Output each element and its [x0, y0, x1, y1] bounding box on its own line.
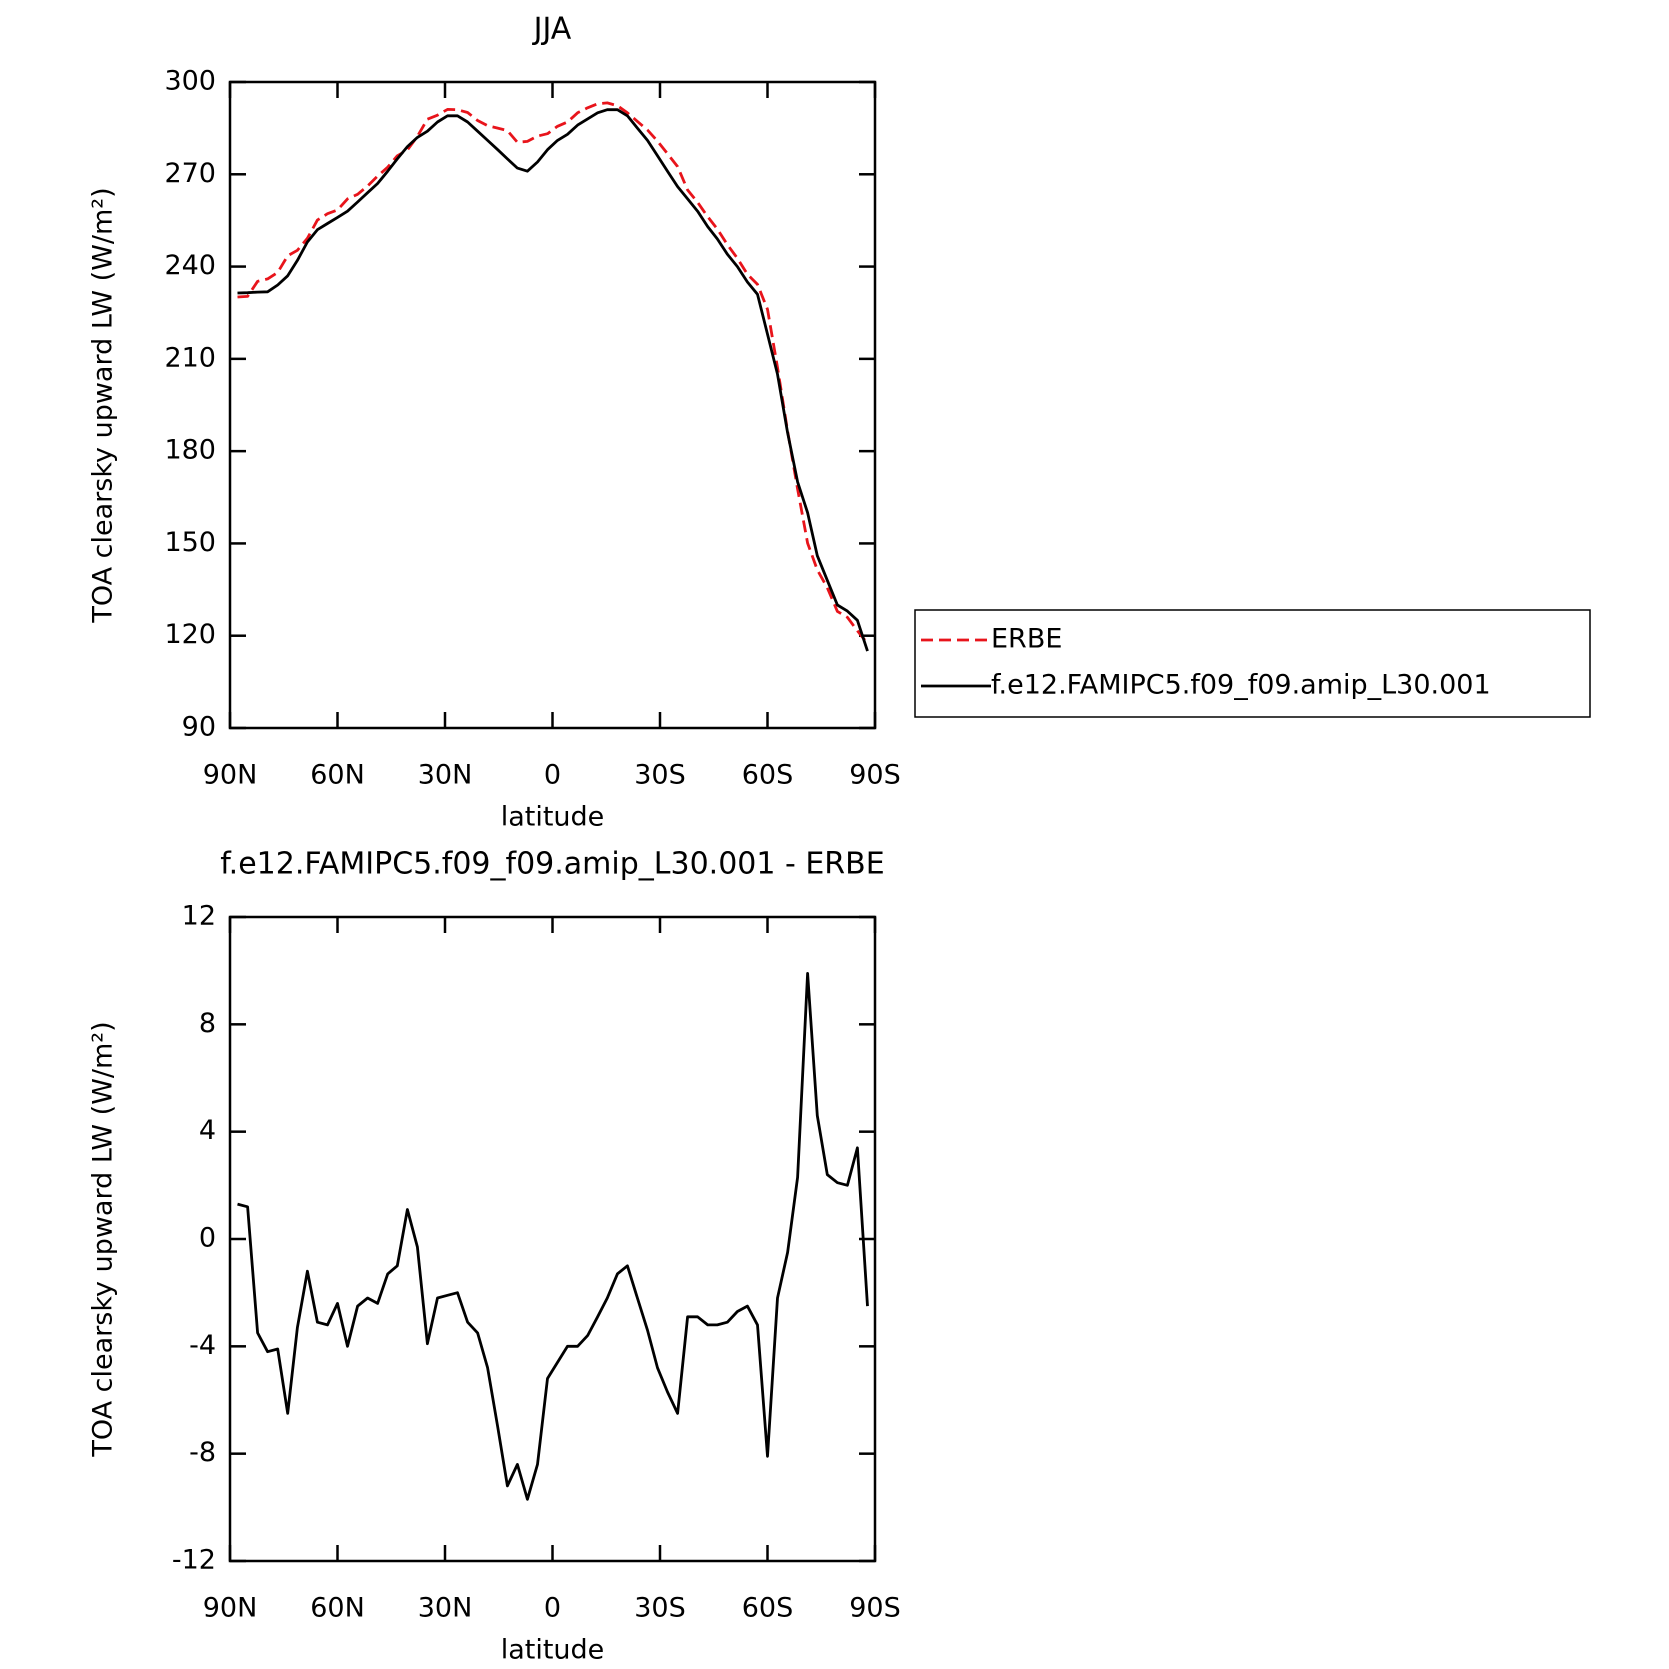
x-tick-label: 0: [544, 1593, 561, 1624]
y-tick-label: 180: [164, 435, 216, 466]
y-axis-label: TOA clearsky upward LW (W/m²): [88, 1021, 119, 1457]
y-tick-label: 4: [199, 1115, 216, 1146]
y-tick-label: -8: [189, 1437, 216, 1468]
y-tick-label: 120: [164, 619, 216, 650]
x-tick-label: 60S: [742, 760, 794, 791]
y-axis-label: TOA clearsky upward LW (W/m²): [88, 187, 119, 623]
y-tick-label: -12: [172, 1545, 216, 1576]
y-tick-label: 300: [164, 66, 216, 97]
y-tick-label: -4: [189, 1330, 216, 1361]
x-tick-label: 30S: [634, 760, 686, 791]
y-tick-label: 270: [164, 158, 216, 189]
x-axis-label: latitude: [501, 802, 605, 833]
y-tick-label: 210: [164, 342, 216, 373]
chart-title: f.e12.FAMIPC5.f09_f09.amip_L30.001 - ERB…: [220, 847, 884, 882]
data-line: [237, 972, 869, 1501]
y-tick-label: 12: [182, 901, 216, 932]
x-tick-label: 90S: [849, 1593, 901, 1624]
x-tick-label: 0: [544, 760, 561, 791]
x-tick-label: 30N: [418, 760, 473, 791]
chart-title: JJA: [532, 12, 572, 47]
x-tick-label: 90N: [203, 1593, 258, 1624]
data-line: [237, 101, 869, 645]
x-tick-label: 60S: [742, 1593, 794, 1624]
x-tick-label: 90S: [849, 760, 901, 791]
x-tick-label: 60N: [310, 760, 365, 791]
x-axis-label: latitude: [501, 1635, 605, 1666]
y-tick-label: 0: [199, 1223, 216, 1254]
plot-frame: [228, 915, 877, 1563]
y-tick-label: 90: [182, 712, 216, 743]
data-line: [237, 108, 869, 652]
x-tick-label: 30S: [634, 1593, 686, 1624]
x-tick-label: 90N: [203, 760, 258, 791]
x-tick-label: 30N: [418, 1593, 473, 1624]
plot-frame: [228, 80, 877, 730]
legend-label: f.e12.FAMIPC5.f09_f09.amip_L30.001: [991, 670, 1491, 701]
y-tick-label: 150: [164, 527, 216, 558]
x-tick-label: 60N: [310, 1593, 365, 1624]
legend-box: [914, 609, 1591, 718]
y-tick-label: 240: [164, 250, 216, 281]
y-tick-label: 8: [199, 1008, 216, 1039]
legend-label: ERBE: [991, 624, 1062, 655]
